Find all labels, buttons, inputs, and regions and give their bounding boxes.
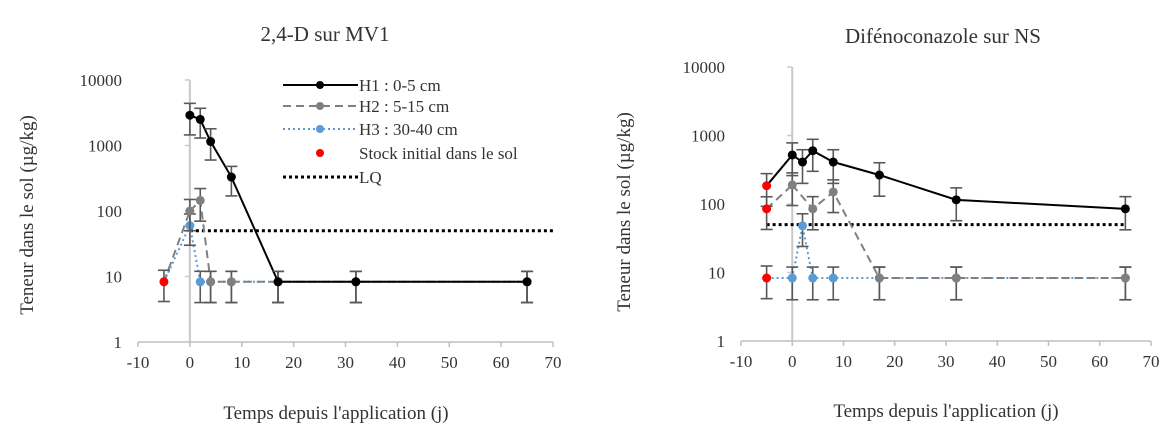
data-point	[522, 277, 532, 287]
plot-area: -10 0 10 20 30 40 50 60 70 1 10 100 1000 10000	[683, 58, 1160, 371]
x-tick-label: 10	[233, 353, 250, 372]
data-point	[787, 150, 797, 160]
data-point	[808, 204, 818, 214]
x-tick-label: -10	[730, 352, 753, 371]
legend-item-h3: H3 : 30-40 cm	[283, 120, 458, 139]
data-point	[828, 187, 838, 197]
data-point	[787, 180, 797, 190]
legend: H1 : 0-5 cm H2 : 5-15 cm H3 : 30-40 cm S…	[283, 76, 518, 187]
data-point	[798, 157, 807, 167]
y-axis-label: Teneur dans le sol (µg/kg)	[17, 115, 38, 315]
data-point	[195, 195, 205, 205]
data-point	[195, 114, 205, 124]
legend-item-initial-stock: Stock initial dans le sol	[316, 144, 518, 163]
y-tick-label: 1000	[691, 127, 725, 146]
data-point	[874, 273, 884, 283]
y-axis-label: Teneur dans le sol (µg/kg)	[614, 112, 635, 312]
data-point	[206, 277, 216, 287]
x-axis-label: Temps depuis l'application (j)	[223, 403, 448, 424]
data-point	[798, 221, 807, 231]
chart-difenoconazole: Difénoconazole sur NS Teneur dans le sol…	[614, 24, 1160, 422]
data-point	[787, 273, 797, 283]
initial-stock-point	[762, 204, 772, 214]
x-tick-label: 10	[835, 352, 852, 371]
y-tick-label: 10000	[80, 71, 123, 90]
x-tick-label: 60	[1091, 352, 1108, 371]
legend-label-h3: H3 : 30-40 cm	[359, 120, 458, 139]
x-axis-label: Temps depuis l'application (j)	[833, 401, 1058, 422]
data-point	[874, 170, 884, 180]
data-point	[1120, 204, 1130, 214]
x-tick-label: 30	[337, 353, 354, 372]
x-tick-label: 0	[788, 352, 797, 371]
data-point	[951, 273, 961, 283]
x-tick-label: 20	[886, 352, 903, 371]
series-line	[189, 198, 528, 283]
initial-stock-point	[762, 273, 772, 283]
data-point	[226, 172, 236, 182]
initial-link-line	[163, 225, 191, 283]
x-tick-label: 0	[186, 353, 195, 372]
data-point	[808, 146, 818, 156]
data-point	[206, 137, 216, 147]
chart-title: 2,4-D sur MV1	[261, 22, 390, 46]
x-tick-label: 40	[389, 353, 406, 372]
chart-2-4-d: 2,4-D sur MV1 Teneur dans le sol (µg/kg)…	[17, 22, 562, 424]
series-line	[188, 225, 528, 283]
data-point	[195, 277, 205, 287]
x-tick-label: -10	[127, 353, 150, 372]
data-point	[273, 277, 283, 287]
y-tick-label: 10	[708, 264, 725, 283]
initial-link-line	[765, 184, 793, 210]
data-point	[828, 157, 838, 167]
series-line	[791, 184, 1126, 280]
legend-item-h1: H1 : 0-5 cm	[283, 76, 441, 95]
legend-marker-h1	[316, 81, 324, 89]
data-point	[808, 273, 818, 283]
chart-title: Difénoconazole sur NS	[845, 24, 1041, 48]
y-tick-label: 1000	[88, 137, 122, 156]
series-line	[189, 114, 528, 283]
legend-label-h1: H1 : 0-5 cm	[359, 76, 441, 95]
data-point	[828, 273, 838, 283]
data-point	[1120, 273, 1130, 283]
x-tick-label: 50	[441, 353, 458, 372]
data-point	[226, 277, 236, 287]
y-tick-label: 100	[97, 202, 123, 221]
initial-stock-point	[159, 277, 169, 287]
data-point	[351, 277, 361, 287]
initial-stock-point	[762, 181, 772, 191]
legend-label-initial-stock: Stock initial dans le sol	[359, 144, 518, 163]
data-point	[185, 206, 195, 216]
y-tick-label: 1	[114, 333, 123, 352]
y-tick-label: 100	[700, 195, 726, 214]
plot-area: -10 0 10 20 30 40 50 60 70 1 10 100 1000 10000	[80, 71, 562, 372]
initial-link-line	[765, 154, 794, 187]
legend-marker-initial-stock	[316, 149, 324, 157]
legend-item-lq: LQ	[283, 168, 382, 187]
x-tick-label: 30	[938, 352, 955, 371]
data-point	[185, 110, 195, 120]
legend-item-h2: H2 : 5-15 cm	[283, 97, 449, 116]
x-tick-label: 60	[493, 353, 510, 372]
legend-marker-h3	[316, 125, 324, 133]
data-point	[951, 195, 961, 205]
x-tick-label: 70	[545, 353, 562, 372]
x-tick-label: 40	[989, 352, 1006, 371]
series-line	[791, 225, 1126, 280]
legend-marker-h2	[316, 102, 324, 110]
y-tick-label: 10000	[683, 58, 726, 77]
y-tick-label: 10	[105, 268, 122, 287]
legend-label-h2: H2 : 5-15 cm	[359, 97, 449, 116]
x-tick-label: 50	[1040, 352, 1057, 371]
x-tick-label: 20	[285, 353, 302, 372]
y-tick-label: 1	[717, 332, 726, 351]
x-tick-label: 70	[1143, 352, 1160, 371]
legend-label-lq: LQ	[359, 168, 382, 187]
